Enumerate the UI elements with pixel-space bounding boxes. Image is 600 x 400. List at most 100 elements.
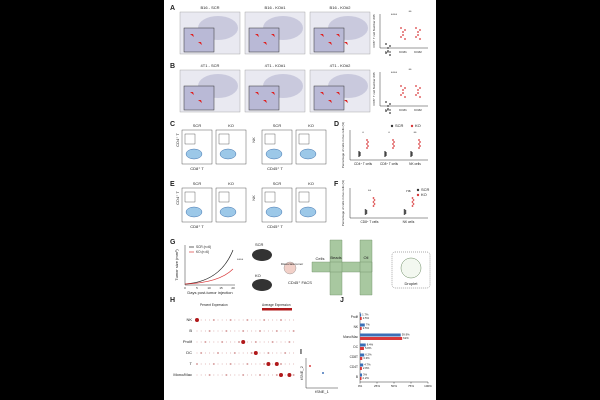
dot <box>255 330 257 332</box>
arrow <box>263 100 267 103</box>
dot <box>366 143 368 145</box>
dot <box>280 330 282 332</box>
dot <box>372 201 375 203</box>
dot <box>392 147 394 149</box>
x-tick-label: 0% <box>358 384 363 388</box>
dot <box>387 50 389 52</box>
label: **** <box>391 12 398 17</box>
label: KO (n=6) <box>196 250 209 254</box>
dot <box>372 197 375 199</box>
arrow <box>336 34 340 37</box>
label: Days post-tumor injection <box>187 290 232 295</box>
dot <box>238 363 240 365</box>
label: KO <box>415 123 421 128</box>
dot <box>221 341 224 343</box>
dot <box>419 145 421 147</box>
dot <box>385 52 387 54</box>
dot <box>213 330 215 332</box>
dot <box>267 330 269 332</box>
dot <box>259 341 261 343</box>
dot <box>280 352 282 354</box>
label: Tumor size (mm³) <box>174 249 179 281</box>
tube <box>283 261 297 275</box>
bar <box>360 317 362 320</box>
axis <box>349 130 428 161</box>
label: Mono/Mac <box>173 372 192 377</box>
dot <box>392 143 394 145</box>
dot <box>387 108 389 110</box>
dot <box>196 352 198 354</box>
cell <box>322 372 324 374</box>
label: CD4⁺ T <box>175 133 180 147</box>
dot <box>238 374 240 376</box>
dot <box>200 374 202 376</box>
dot <box>373 203 376 205</box>
label: KO <box>228 181 234 186</box>
dot <box>200 352 203 354</box>
dot <box>196 374 198 376</box>
label: CD8⁺ T <box>190 166 204 171</box>
dot <box>419 38 421 40</box>
dot <box>200 363 202 365</box>
dot <box>246 352 248 354</box>
curve <box>184 249 234 285</box>
dot <box>272 319 274 321</box>
axis <box>305 358 338 389</box>
value-label: 6.2% <box>365 353 372 357</box>
dot <box>196 341 198 343</box>
dot <box>229 319 232 321</box>
label: B16 - SCR <box>200 5 219 10</box>
label: KO#2 <box>414 50 422 54</box>
bar <box>360 353 365 357</box>
dot <box>418 139 420 141</box>
label: Oil <box>364 255 369 260</box>
bar <box>360 313 362 317</box>
dot <box>404 38 406 40</box>
dot <box>284 319 286 321</box>
label: SCR <box>255 242 264 247</box>
value-label: 2.5% <box>363 326 370 330</box>
label: Percentage of cells in live cells (%) <box>341 122 345 168</box>
dot <box>267 319 269 321</box>
label: G <box>170 239 176 246</box>
label: CD45⁺ FACS <box>288 280 312 285</box>
zoom-inset <box>313 27 345 53</box>
dot <box>417 34 419 36</box>
dot <box>384 155 386 157</box>
label: KO#1 <box>399 50 407 54</box>
dot <box>250 352 253 354</box>
dot <box>393 145 395 147</box>
dot <box>415 85 417 87</box>
dot <box>415 94 417 96</box>
dot <box>284 330 286 332</box>
bar <box>360 343 366 347</box>
dot <box>272 363 274 365</box>
dot <box>217 352 219 354</box>
population <box>265 206 283 218</box>
label: ** <box>408 9 412 14</box>
dot <box>288 352 290 354</box>
bar <box>360 373 363 377</box>
dot <box>255 374 257 376</box>
dot <box>292 374 295 376</box>
dot <box>276 352 278 354</box>
x-tick-label: 50% <box>391 384 397 388</box>
label: Percent Expression <box>200 303 228 307</box>
dot <box>196 363 198 365</box>
arrow <box>190 92 194 95</box>
dot <box>400 27 402 29</box>
label: ns <box>406 188 410 193</box>
label: 20 <box>231 286 235 290</box>
label: B16 - KO#1 <box>265 5 287 10</box>
x-tick-label: 100% <box>424 384 432 388</box>
value-label: 7% <box>366 323 371 327</box>
label: CD8⁺ T <box>190 224 204 229</box>
y-tick-label: CD8T <box>350 355 358 359</box>
label: D <box>334 121 339 128</box>
value-label: 3% <box>363 373 368 377</box>
legend-dot <box>416 193 420 197</box>
value-label: 62% <box>403 336 409 340</box>
dot <box>209 341 211 343</box>
dot <box>225 374 228 376</box>
label: CD4⁺ T cells <box>354 162 372 166</box>
